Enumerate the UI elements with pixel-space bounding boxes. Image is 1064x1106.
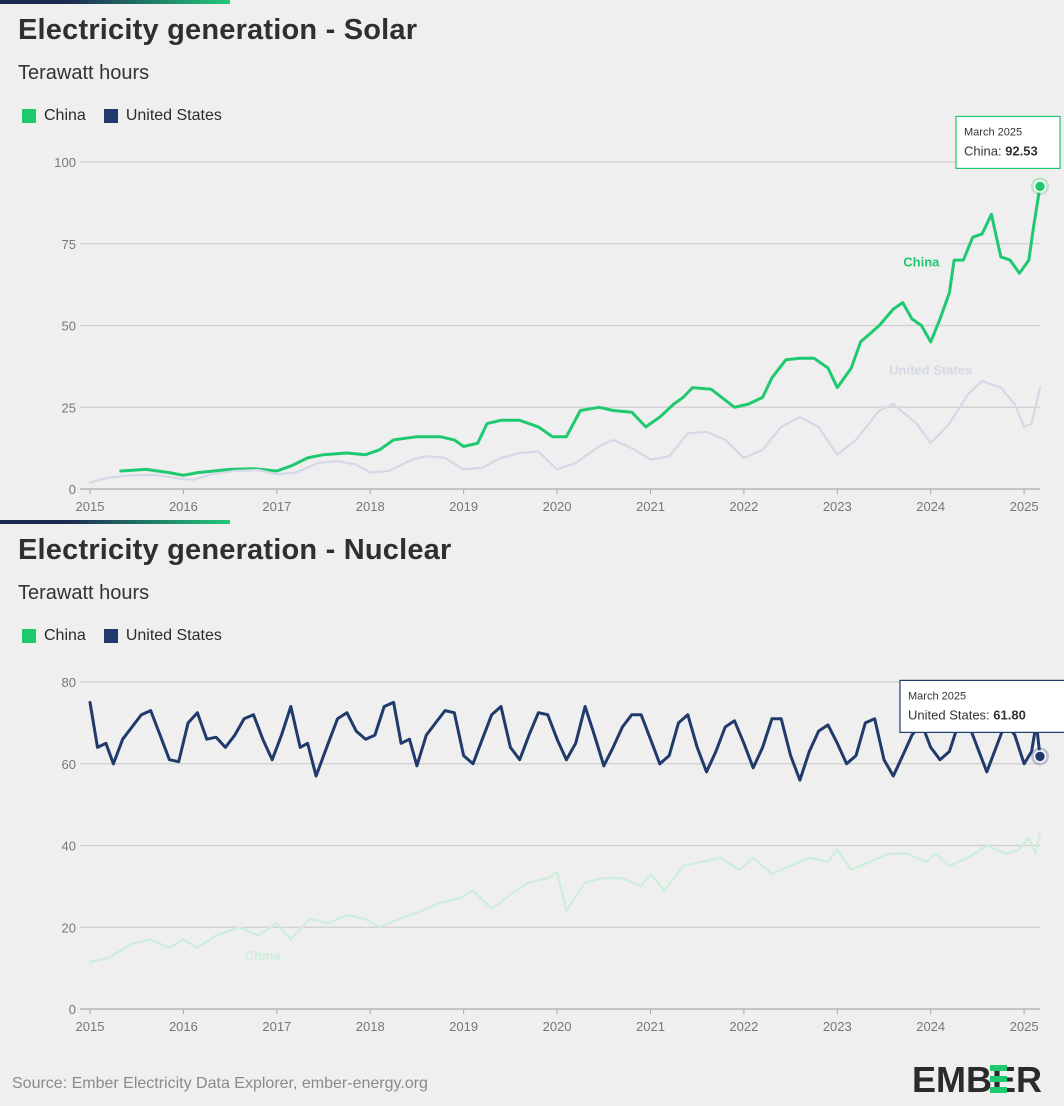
tooltip-series-label: China: <box>964 143 1005 158</box>
x-tick-label: 2019 <box>449 499 478 514</box>
ember-logo-accent-top <box>990 1065 1007 1071</box>
ember-logo[interactable]: EMBER <box>912 1059 1052 1099</box>
y-tick-label: 40 <box>62 839 76 854</box>
legend-swatch-united-states <box>103 109 118 123</box>
x-tick-label: 2022 <box>729 499 758 514</box>
series-line-china[interactable] <box>88 832 1042 964</box>
y-tick-label: 0 <box>69 482 76 497</box>
legend-label-china: China <box>44 627 86 644</box>
x-tick-label: 2017 <box>262 499 291 514</box>
x-tick-label: 2018 <box>356 1019 385 1034</box>
x-tick-label: 2019 <box>449 1019 478 1034</box>
source-note: Source: Ember Electricity Data Explorer,… <box>12 1075 428 1092</box>
y-tick-label: 0 <box>69 1002 76 1017</box>
tooltip: March 2025 United States: 61.80 <box>899 679 1064 733</box>
tooltip-value: China: 92.53 <box>964 143 1038 158</box>
legend-label-united-states: United States <box>125 107 222 124</box>
x-tick-label: 2023 <box>823 499 852 514</box>
chart-legend: China United States <box>22 627 222 645</box>
legend-item-united-states[interactable]: United States <box>103 107 222 125</box>
y-tick-label: 50 <box>62 319 76 334</box>
y-tick-label: 25 <box>62 400 76 415</box>
x-tick-label: 2025 <box>1010 1019 1039 1034</box>
highlight-point[interactable] <box>1033 180 1047 193</box>
y-tick-label: 20 <box>62 920 76 935</box>
legend-swatch-china <box>22 109 36 123</box>
legend-swatch-united-states <box>103 629 118 643</box>
x-tick-label: 2022 <box>729 1019 758 1034</box>
tooltip-number: 92.53 <box>1005 143 1038 158</box>
series-line-china[interactable] <box>119 184 1042 477</box>
tooltip-number: 61.80 <box>993 707 1026 722</box>
tooltip-series-label: United States: <box>908 707 993 722</box>
y-tick-label: 75 <box>62 237 76 252</box>
x-tick-label: 2016 <box>169 499 198 514</box>
x-tick-label: 2023 <box>823 1019 852 1034</box>
chart-title: Electricity generation - Solar <box>18 14 418 46</box>
solar-plot[interactable]: 0 25 50 75 100 2015 2016 2017 2018 2019 2020 2021 20… <box>0 0 1064 520</box>
ember-logo-accent-mid <box>990 1076 1007 1082</box>
tooltip-box <box>955 115 1061 170</box>
legend-swatch-china <box>22 629 36 643</box>
accent-bar <box>0 0 230 4</box>
nuclear-plot[interactable]: 0 20 40 60 80 2015 2016 2017 2018 2019 2020 2021 202… <box>0 520 1064 1040</box>
x-tick-label: 2015 <box>76 499 105 514</box>
series-line-united-states[interactable] <box>88 380 1042 484</box>
series-inline-label-china: China <box>903 255 940 270</box>
legend-label-china: China <box>44 107 86 124</box>
x-tick-label: 2020 <box>543 499 572 514</box>
ember-logo-accent-bottom <box>990 1087 1007 1093</box>
ember-logo-text: EMBER <box>912 1059 1042 1099</box>
x-tick-label: 2016 <box>169 1019 198 1034</box>
legend-item-china[interactable]: China <box>22 107 86 125</box>
legend-item-china[interactable]: China <box>22 627 86 645</box>
legend-label-united-states: United States <box>125 627 222 644</box>
accent-bar <box>0 520 230 524</box>
chart-title: Electricity generation - Nuclear <box>18 534 452 566</box>
legend-item-united-states[interactable]: United States <box>103 627 222 645</box>
x-tick-label: 2025 <box>1010 499 1039 514</box>
series-inline-label-china: China <box>245 948 282 963</box>
y-tick-label: 60 <box>62 757 76 772</box>
x-tick-label: 2017 <box>262 1019 291 1034</box>
tooltip-date: March 2025 <box>908 690 966 702</box>
tooltip-value: United States: 61.80 <box>908 707 1026 722</box>
tooltip-date: March 2025 <box>964 126 1022 138</box>
series-inline-label-united-states: United States <box>889 363 972 378</box>
chart-subtitle: Terawatt hours <box>18 582 150 604</box>
x-tick-label: 2018 <box>356 499 385 514</box>
y-tick-label: 80 <box>62 675 76 690</box>
tooltip: March 2025 China: 92.53 <box>955 115 1061 170</box>
chart-subtitle: Terawatt hours <box>18 62 150 84</box>
y-tick-label: 100 <box>54 155 76 170</box>
nuclear-chart-panel: Electricity generation - Nuclear Terawat… <box>0 520 1064 1040</box>
x-tick-label: 2024 <box>916 1019 945 1034</box>
series-line-united-states[interactable] <box>88 700 1042 782</box>
x-tick-label: 2020 <box>543 1019 572 1034</box>
x-tick-label: 2015 <box>76 1019 105 1034</box>
highlight-point[interactable] <box>1033 750 1047 763</box>
tooltip-box <box>899 679 1064 733</box>
x-tick-label: 2024 <box>916 499 945 514</box>
x-tick-label: 2021 <box>636 1019 665 1034</box>
x-tick-label: 2021 <box>636 499 665 514</box>
chart-legend: China United States <box>22 107 222 125</box>
solar-chart-panel: Electricity generation - Solar Terawatt … <box>0 0 1064 520</box>
